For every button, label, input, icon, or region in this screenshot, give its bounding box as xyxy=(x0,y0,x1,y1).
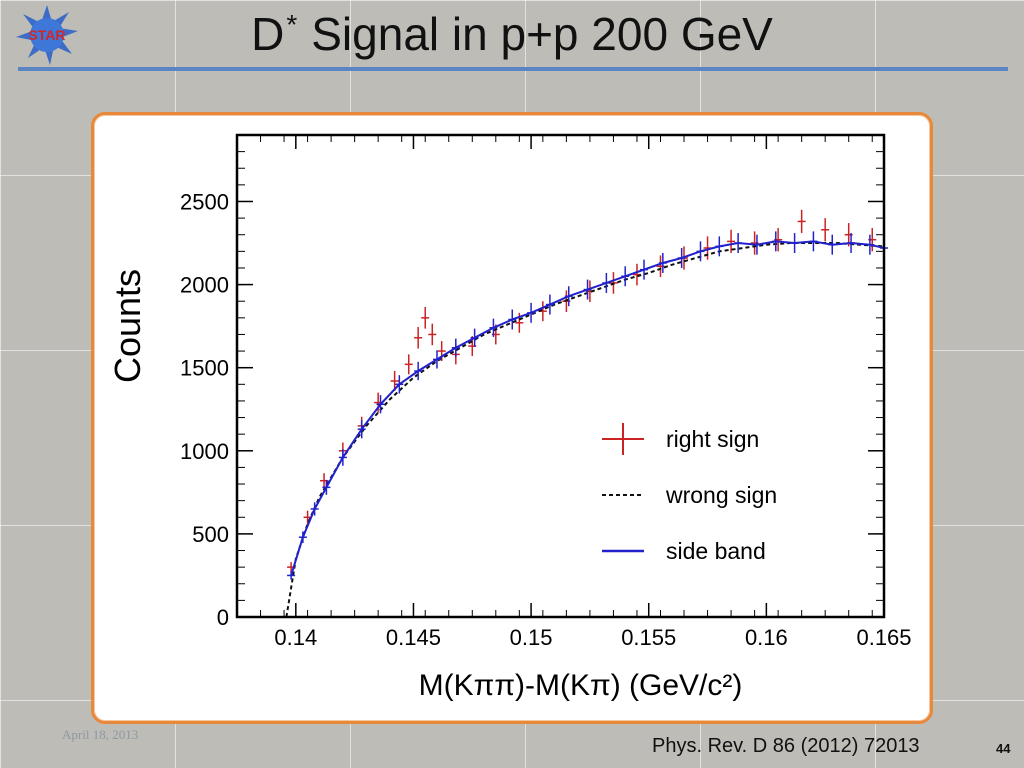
star-logo-text: STAR xyxy=(28,27,65,43)
x-tick-label: 0.165 xyxy=(856,625,911,650)
axis-ticks xyxy=(236,134,885,618)
title-underline xyxy=(18,67,1008,71)
y-tick-label: 2000 xyxy=(180,273,229,298)
page-number: 44 xyxy=(996,741,1011,756)
wrong-sign-curve xyxy=(285,242,885,618)
x-tick-label: 0.15 xyxy=(510,625,553,650)
x-tick-label: 0.155 xyxy=(621,625,676,650)
title-main: D xyxy=(251,8,285,60)
x-tick-label: 0.16 xyxy=(745,625,788,650)
y-tick-label: 2500 xyxy=(180,189,229,214)
star-logo: STAR xyxy=(16,5,78,65)
y-tick-label: 0 xyxy=(217,605,229,630)
data-series xyxy=(285,209,888,618)
slide-title: D* Signal in p+p 200 GeV xyxy=(0,2,1024,66)
plot-frame xyxy=(235,133,886,619)
footer-date: April 18, 2013 xyxy=(62,727,139,742)
y-tick-label: 1500 xyxy=(180,356,229,381)
legend-label: right sign xyxy=(666,426,759,452)
tick-labels: 0.14 0.145 0.15 0.155 0.16 0.165 0 500 1000 1500 2… xyxy=(180,189,911,650)
star-logo-disc xyxy=(30,18,64,52)
x-tick-label: 0.145 xyxy=(386,625,441,650)
title-rest: Signal in p+p 200 GeV xyxy=(311,8,773,60)
legend-label: side band xyxy=(666,538,766,564)
x-axis-label: M(Kππ)-M(Kπ) (GeV/c²) xyxy=(419,669,743,702)
d-star-chart: 0.14 0.145 0.15 0.155 0.16 0.165 0 500 1000 1500 2… xyxy=(107,133,912,702)
legend: right sign wrong sign side band xyxy=(602,423,777,564)
figure-panel xyxy=(91,112,933,724)
y-tick-label: 500 xyxy=(192,522,229,547)
y-tick-label: 1000 xyxy=(180,439,229,464)
footer-reference: Phys. Rev. D 86 (2012) 72013 xyxy=(652,735,920,757)
x-tick-label: 0.14 xyxy=(274,625,317,650)
side-band-curve xyxy=(290,240,885,576)
title-superscript: * xyxy=(286,8,298,40)
y-axis-label: Counts xyxy=(107,269,148,383)
legend-label: wrong sign xyxy=(665,482,777,508)
